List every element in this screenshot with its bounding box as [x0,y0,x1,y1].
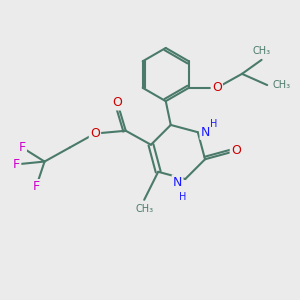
Text: F: F [13,158,20,171]
Text: F: F [19,141,26,154]
Text: CH₃: CH₃ [135,204,153,214]
Text: O: O [231,144,241,157]
Text: H: H [210,119,217,129]
Text: F: F [33,180,40,193]
Text: O: O [212,81,222,94]
Text: CH₃: CH₃ [272,80,290,90]
Text: H: H [178,192,186,202]
Text: O: O [90,127,100,140]
Text: CH₃: CH₃ [253,46,271,56]
Text: O: O [112,96,122,109]
Text: N: N [201,126,210,139]
Text: N: N [173,176,182,188]
